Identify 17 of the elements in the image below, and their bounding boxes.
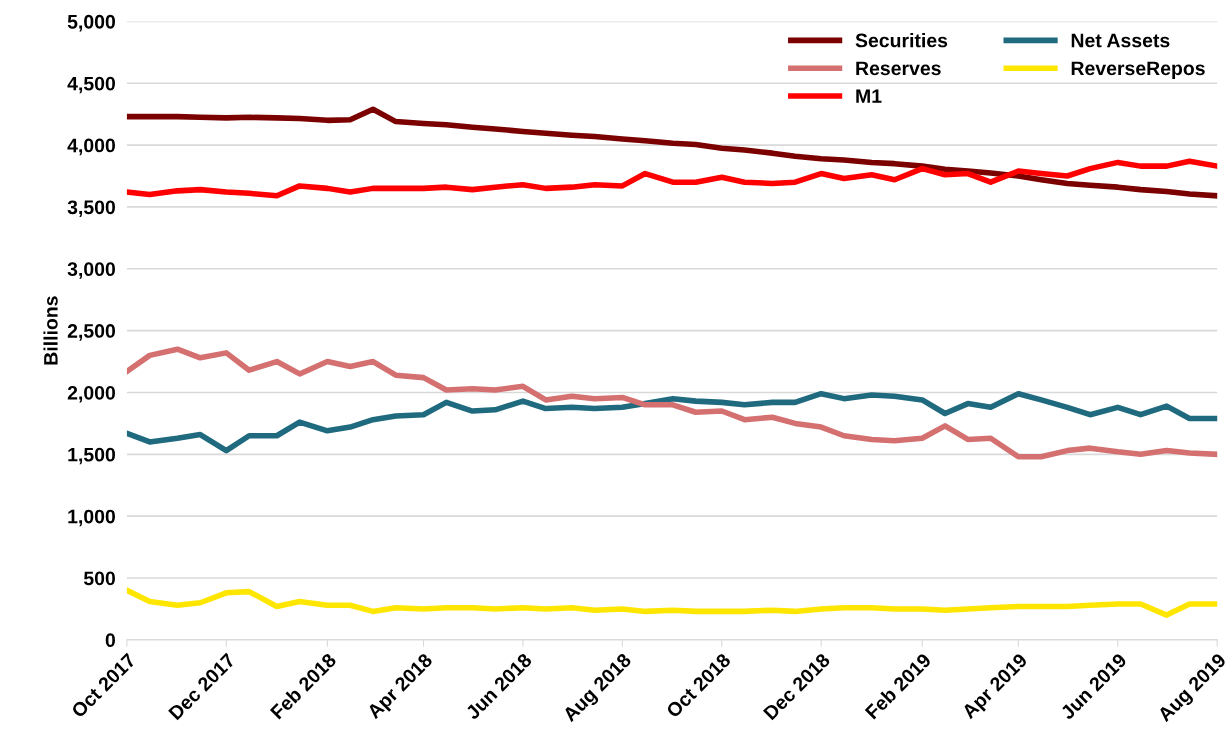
y-tick-label: 3,500 <box>67 200 115 217</box>
y-tick-label: 1,500 <box>68 447 115 465</box>
y-tick-label: 500 <box>83 571 115 586</box>
legend-label: Securities <box>855 33 948 48</box>
y-tick-label: 2,000 <box>67 385 115 403</box>
y-tick-label: 5,000 <box>67 14 115 32</box>
y-tick-label: 4,000 <box>67 138 115 156</box>
y-tick-label: 4,500 <box>67 76 115 94</box>
y-tick-label: 1,000 <box>68 509 115 527</box>
y-tick-label: 2,500 <box>67 324 115 341</box>
legend-label: Reserves <box>856 61 941 76</box>
y-axis-title: Billions <box>43 296 58 365</box>
legend-label: M1 <box>856 89 882 103</box>
y-tick-label: 3,000 <box>67 262 115 279</box>
legend-label: ReverseRepos <box>1071 61 1205 80</box>
y-tick-label: 0 <box>105 633 115 648</box>
legend-label: Net Assets <box>1071 33 1170 48</box>
